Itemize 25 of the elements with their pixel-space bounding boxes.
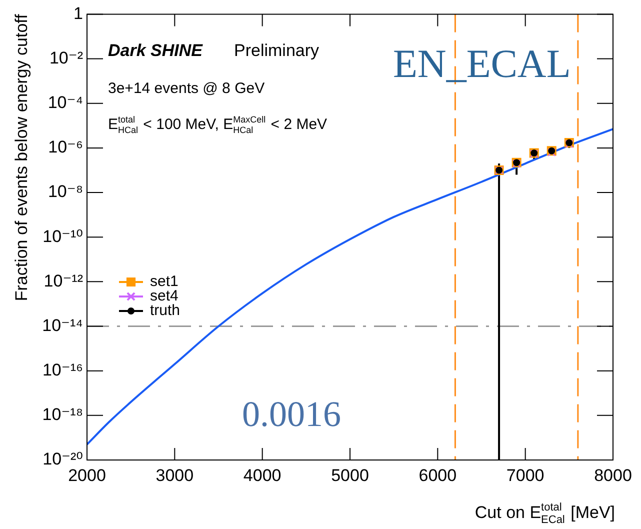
annotation: Dark SHINE [108, 41, 204, 60]
x-tick-label: 6000 [418, 466, 457, 485]
x-tick-label: 8000 [594, 466, 632, 485]
y-tick-label: 10⁻² [49, 48, 84, 68]
y-tick-label: 10⁻¹⁶ [42, 360, 83, 380]
x-tick-label: 7000 [506, 466, 544, 485]
legend-label: set4 [150, 288, 178, 305]
y-tick-label: 10⁻¹² [44, 271, 84, 290]
y-tick-label: 10⁻¹⁸ [42, 405, 83, 424]
x-tick-label: 5000 [331, 466, 369, 485]
y-tick-label: 10⁻¹⁰ [42, 226, 84, 246]
y-axis-title: Fraction of events below energy cutoff [12, 14, 31, 302]
annotation: Preliminary [234, 41, 320, 60]
annotation: 0.0016 [242, 394, 341, 434]
y-tick-label: 10⁻⁶ [48, 138, 83, 157]
y-tick-label: 1 [74, 4, 83, 23]
legend-label: truth [150, 302, 180, 320]
x-tick-label: 3000 [156, 466, 194, 485]
legend-label: set1 [150, 273, 178, 290]
y-tick-label: 10⁻¹⁴ [42, 316, 83, 335]
y-tick-label: 10⁻⁴ [48, 93, 83, 112]
x-tick-label: 4000 [243, 466, 282, 485]
y-tick-label: 10⁻⁸ [48, 182, 83, 202]
annotation: EN_ECAL [393, 41, 571, 86]
annotation: 3e+14 events @ 8 GeV [108, 80, 265, 97]
